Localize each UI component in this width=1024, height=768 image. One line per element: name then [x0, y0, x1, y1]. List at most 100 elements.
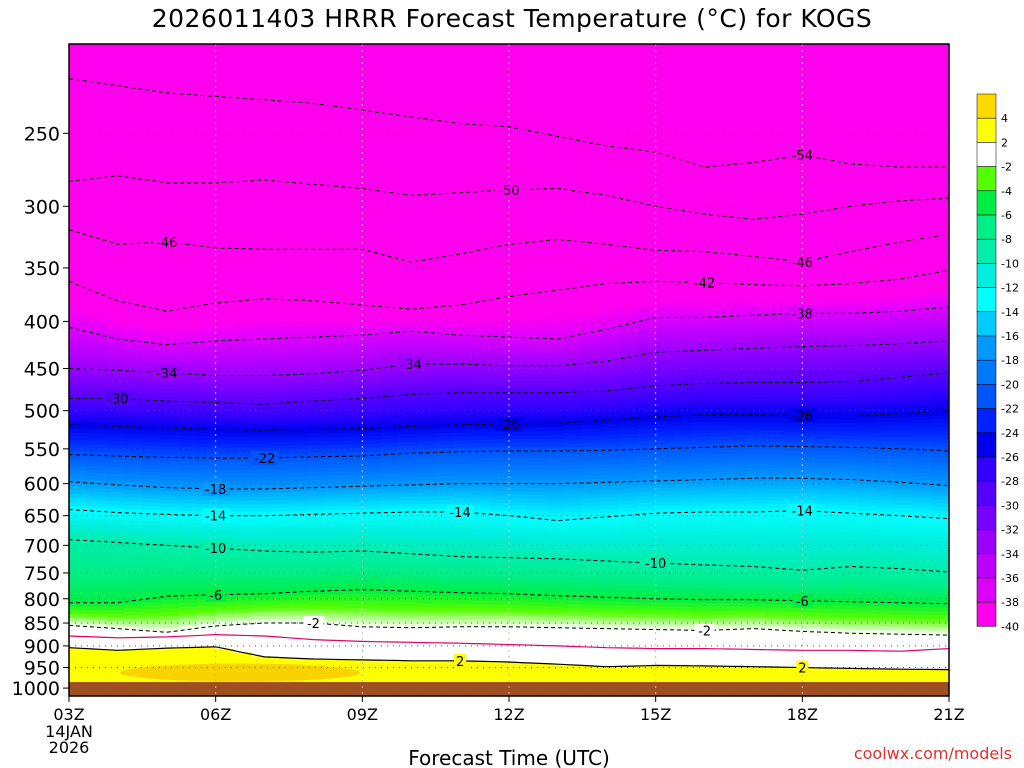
fill-cell [325, 178, 345, 183]
fill-cell [87, 425, 107, 431]
fill-cell [252, 176, 272, 181]
fill-cell [619, 380, 638, 386]
fill-cell [344, 136, 363, 142]
fill-cell [234, 118, 253, 123]
fill-cell [142, 211, 162, 217]
fill-cell [179, 229, 198, 234]
fill-cell [380, 125, 400, 131]
fill-cell [692, 376, 712, 381]
fill-cell [270, 465, 290, 470]
fill-cell [582, 461, 602, 466]
fill-cell [160, 472, 180, 477]
fill-cell [142, 601, 162, 607]
fill-cell [490, 305, 510, 311]
fill-cell [472, 210, 492, 216]
fill-cell [325, 494, 345, 500]
fill-cell [307, 222, 327, 228]
fill-cell [564, 316, 583, 321]
fill-cell [472, 328, 492, 333]
fill-cell [344, 574, 363, 579]
fill-cell [234, 568, 253, 573]
fill-cell [270, 268, 290, 273]
fill-cell [509, 337, 528, 342]
fill-cell [252, 578, 272, 583]
fill-cell [619, 593, 638, 599]
fill-cell [619, 148, 638, 154]
fill-cell [215, 182, 235, 187]
fill-cell [674, 221, 693, 227]
fill-cell [160, 175, 180, 180]
fill-cell [160, 420, 180, 425]
fill-cell [215, 367, 235, 373]
fill-cell [160, 631, 180, 635]
fill-cell [69, 239, 88, 245]
fill-cell [545, 476, 565, 481]
fill-cell [160, 491, 180, 496]
fill-cell [527, 645, 547, 650]
fill-cell [325, 325, 345, 330]
fill-cell [124, 589, 143, 594]
fill-cell [545, 494, 565, 499]
fill-cell [490, 253, 510, 258]
fill-cell [142, 404, 162, 409]
fill-cell [435, 125, 455, 130]
fill-cell [289, 229, 308, 235]
fill-cell [344, 524, 363, 530]
fill-cell [289, 607, 308, 612]
fill-cell [179, 350, 198, 356]
fill-cell [655, 444, 675, 450]
fill-cell [69, 311, 88, 316]
fill-cell [197, 107, 217, 113]
fill-cell [325, 609, 345, 614]
fill-cell [362, 301, 382, 307]
fill-cell [234, 197, 253, 202]
fill-cell [674, 430, 693, 435]
fill-cell [527, 257, 547, 263]
fill-cell [179, 98, 198, 103]
fill-cell [600, 647, 620, 653]
fill-cell [454, 238, 473, 243]
fill-cell [215, 159, 235, 164]
fill-cell [509, 373, 528, 378]
fill-cell [472, 207, 492, 212]
fill-cell [362, 309, 382, 314]
fill-cell [362, 220, 382, 226]
fill-cell [527, 554, 547, 559]
fill-cell [87, 447, 107, 453]
fill-cell [289, 544, 308, 549]
fill-cell [582, 347, 602, 352]
fill-cell [417, 599, 437, 605]
fill-cell [270, 166, 290, 171]
fill-cell [87, 595, 107, 600]
fill-cell [325, 529, 345, 534]
fill-cell [142, 575, 162, 580]
fill-cell [69, 204, 88, 210]
fill-cell [105, 516, 125, 521]
fill-cell [69, 567, 88, 573]
fill-cell [270, 189, 290, 194]
fill-cell [692, 290, 712, 295]
fill-cell [215, 638, 235, 643]
fill-cell [179, 576, 198, 582]
fill-cell [454, 338, 473, 344]
fill-cell [399, 546, 418, 551]
fill-cell [564, 190, 583, 196]
fill-cell [674, 448, 693, 453]
fill-cell [637, 215, 657, 220]
fill-cell [105, 561, 125, 566]
fill-cell [582, 328, 602, 333]
fill-cell [582, 373, 602, 378]
fill-cell [619, 438, 638, 443]
fill-cell [417, 119, 437, 124]
fill-cell [289, 333, 308, 339]
fill-cell [582, 219, 602, 225]
fill-cell [619, 434, 638, 439]
fill-cell [105, 262, 125, 267]
fill-cell [564, 292, 583, 297]
fill-cell [289, 634, 308, 640]
fill-cell [142, 339, 162, 344]
fill-cell [600, 188, 620, 193]
fill-cell [454, 353, 473, 358]
fill-cell [527, 602, 547, 607]
fill-cell [509, 303, 528, 308]
